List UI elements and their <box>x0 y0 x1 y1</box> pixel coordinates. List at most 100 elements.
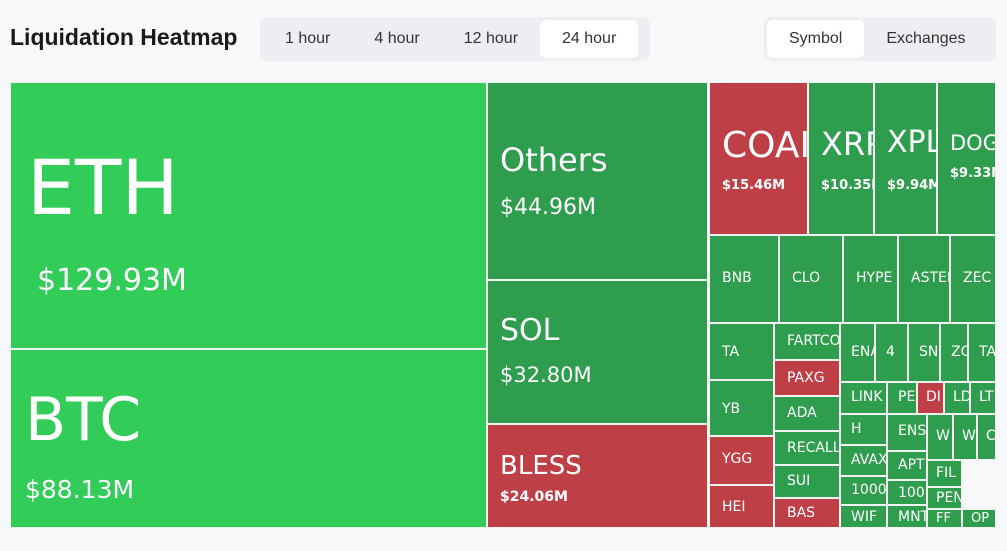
tile-value: $32.80M <box>500 363 592 387</box>
treemap-tile: SN <box>908 323 940 382</box>
tile-label: H <box>851 421 862 437</box>
tile-label: YB <box>722 401 741 417</box>
tile-label: ENA <box>851 344 874 360</box>
tile-label: C <box>986 428 996 444</box>
treemap-tile: FF <box>927 509 962 528</box>
tab[interactable]: Symbol <box>767 20 865 58</box>
tab[interactable]: 4 hour <box>374 30 420 47</box>
tile-label: LT <box>979 389 994 405</box>
tile-label: DOGE <box>950 131 995 155</box>
tile-label: TA <box>979 344 996 360</box>
treemap-tile: DI <box>917 382 944 414</box>
treemap-tile: W <box>927 414 953 460</box>
treemap-tile: WIF <box>840 505 887 528</box>
tile-label: BAS <box>787 505 816 521</box>
tile-label: BLESS <box>500 451 582 481</box>
tile-label: ZEC <box>963 270 992 286</box>
treemap-tile: LINK <box>840 382 887 414</box>
treemap-tile: APT <box>887 451 927 480</box>
treemap-tile: BNB <box>709 235 779 323</box>
tab[interactable]: Exchanges <box>886 30 966 47</box>
tile-label: Others <box>500 141 608 179</box>
treemap-tile: LD <box>944 382 970 414</box>
treemap-tile: PEN <box>927 487 962 509</box>
group-tabs: Symbol Exchanges <box>764 17 996 61</box>
tile-label: 100 <box>898 485 925 501</box>
treemap-tile: ETH $129.93M <box>10 82 487 349</box>
treemap-tile: SUI <box>774 465 840 498</box>
tile-label: ETH <box>27 143 179 232</box>
treemap-tile: ADA <box>774 396 840 431</box>
tile-label: YGG <box>722 451 753 467</box>
tile-label: TA <box>722 344 740 360</box>
tile-label: 4 <box>886 344 895 360</box>
treemap-tile: TA <box>709 323 774 380</box>
tile-label: HYPE <box>856 270 893 286</box>
treemap-tile: COAI $15.46M <box>709 82 808 235</box>
tile-label: WIF <box>851 509 878 525</box>
tile-value: $9.33M <box>950 166 995 181</box>
treemap-tile: YB <box>709 380 774 436</box>
tile-label: PAXG <box>787 370 825 386</box>
tile-label: XPL <box>887 125 937 160</box>
treemap-tile: 100 <box>887 480 927 505</box>
treemap-tile: DOGE $9.33M <box>937 82 996 235</box>
treemap-tile: FIL <box>927 460 962 487</box>
treemap-tile: Others $44.96M <box>487 82 708 280</box>
treemap-tile: ASTER <box>898 235 950 323</box>
treemap-tile: SOL $32.80M <box>487 280 708 424</box>
treemap-tile: CLO <box>779 235 843 323</box>
tile-label: PE <box>898 389 916 405</box>
treemap-tile: TA <box>968 323 996 382</box>
time-tabs: 1 hour 4 hour 12 hour 24 hour <box>260 17 650 61</box>
treemap-tile: C <box>977 414 996 460</box>
tile-label: W <box>936 428 950 444</box>
tile-label: BTC <box>25 385 142 455</box>
treemap-tile: LT <box>970 382 996 414</box>
treemap-tile: 1000 <box>840 476 887 505</box>
tile-label: ADA <box>787 405 817 421</box>
treemap-tile: AVAX <box>840 445 887 476</box>
tile-value: $88.13M <box>25 475 135 504</box>
tile-label: CLO <box>792 270 821 286</box>
treemap-tile: XRP $10.35M <box>808 82 874 235</box>
tile-label: COAI <box>722 125 808 166</box>
treemap-tile: PAXG <box>774 360 840 396</box>
tile-label: FARTCOIN <box>787 333 840 349</box>
treemap-tile: W <box>953 414 977 460</box>
tile-label: RECALL <box>787 440 840 456</box>
tile-label: AVAX <box>851 452 887 468</box>
tile-label: ZO <box>951 344 967 360</box>
treemap-tile: H <box>840 414 887 445</box>
treemap-tile: BAS <box>774 498 840 528</box>
tile-label: MNT <box>898 509 927 525</box>
page-title: Liquidation Heatmap <box>10 24 238 50</box>
tile-label: FF <box>936 511 951 526</box>
tab[interactable]: 1 hour <box>285 30 331 47</box>
tile-label: 1000 <box>851 482 887 498</box>
tile-value: $9.94M <box>887 178 937 193</box>
tile-label: SN <box>919 344 939 360</box>
treemap-tile: ENS <box>887 414 927 451</box>
treemap-tile: RECALL <box>774 431 840 465</box>
tile-label: APT <box>898 457 925 473</box>
tile-value: $129.93M <box>37 263 187 298</box>
tile-label: FIL <box>936 465 956 481</box>
tile-label: DI <box>926 389 941 405</box>
tab[interactable]: 24 hour <box>540 20 639 58</box>
tile-label: ENS <box>898 423 927 439</box>
treemap-tile: ZO <box>940 323 968 382</box>
treemap-tile: BTC $88.13M <box>10 349 487 528</box>
treemap-tile: 4 <box>875 323 908 382</box>
treemap-tile: XPL $9.94M <box>874 82 937 235</box>
tile-label: LINK <box>851 389 883 405</box>
tile-label: SOL <box>500 313 560 348</box>
tile-value: $10.35M <box>821 178 873 193</box>
tab[interactable]: 12 hour <box>463 30 519 47</box>
tile-label: PEN <box>936 490 962 506</box>
treemap-tile: PE <box>887 382 917 414</box>
treemap-tile: MNT <box>887 505 927 528</box>
tile-value: $24.06M <box>500 489 568 505</box>
tile-label: ASTER <box>911 270 949 286</box>
